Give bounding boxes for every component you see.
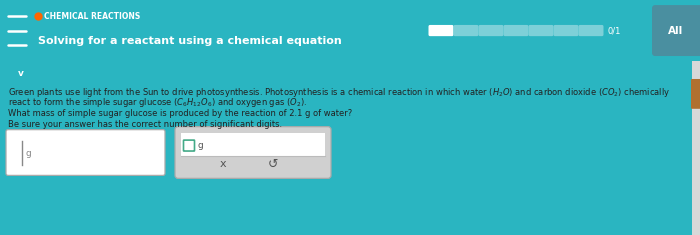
FancyBboxPatch shape	[454, 25, 479, 36]
FancyBboxPatch shape	[578, 25, 603, 36]
Text: v: v	[18, 69, 24, 78]
Text: Green plants use light from the Sun to drive photosynthesis. Photosynthesis is a: Green plants use light from the Sun to d…	[8, 86, 671, 99]
Bar	[692, 61, 700, 235]
FancyBboxPatch shape	[554, 25, 578, 36]
Bar	[181, 133, 325, 156]
Text: Be sure your answer has the correct number of significant digits.: Be sure your answer has the correct numb…	[8, 120, 282, 129]
FancyBboxPatch shape	[691, 79, 700, 109]
Text: What mass of simple sugar glucose is produced by the reaction of 2.1 g of water?: What mass of simple sugar glucose is pro…	[8, 109, 352, 118]
Text: All: All	[668, 26, 683, 35]
FancyBboxPatch shape	[175, 127, 331, 178]
Text: x: x	[220, 159, 226, 169]
FancyBboxPatch shape	[6, 130, 165, 175]
Text: Solving for a reactant using a chemical equation: Solving for a reactant using a chemical …	[38, 36, 342, 46]
Text: g: g	[26, 149, 32, 158]
Text: ↺: ↺	[267, 158, 279, 171]
FancyBboxPatch shape	[479, 25, 503, 36]
Text: react to form the simple sugar glucose $(C_6H_{12}O_6)$ and oxygen gas $(O_2)$.: react to form the simple sugar glucose $…	[8, 96, 307, 109]
FancyBboxPatch shape	[6, 62, 36, 83]
FancyBboxPatch shape	[528, 25, 554, 36]
FancyBboxPatch shape	[652, 5, 700, 56]
FancyBboxPatch shape	[428, 25, 454, 36]
FancyBboxPatch shape	[503, 25, 528, 36]
Text: g: g	[198, 141, 204, 150]
Text: 0/1: 0/1	[608, 26, 622, 35]
Text: CHEMICAL REACTIONS: CHEMICAL REACTIONS	[44, 12, 140, 21]
